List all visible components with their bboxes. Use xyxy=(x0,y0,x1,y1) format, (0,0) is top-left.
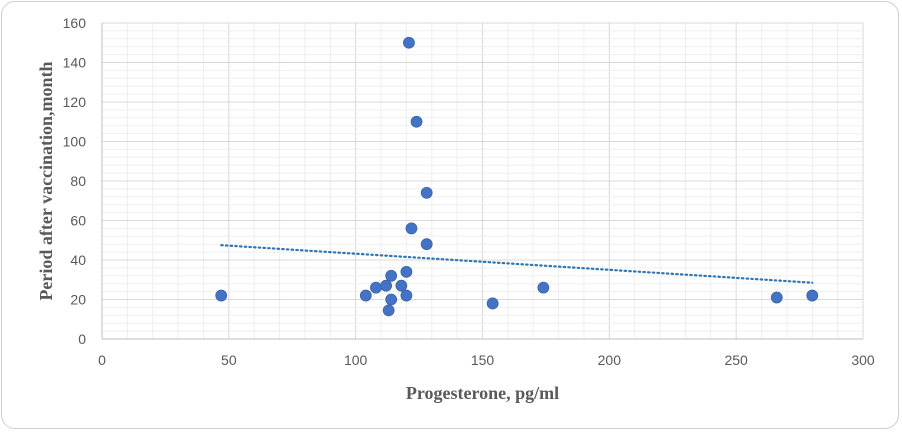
y-tick-label: 100 xyxy=(63,134,87,150)
data-point xyxy=(403,36,415,49)
data-point xyxy=(420,186,433,199)
data-point xyxy=(380,279,393,292)
x-tick-label: 50 xyxy=(221,352,237,368)
data-point xyxy=(420,238,433,251)
y-tick-label: 0 xyxy=(78,331,86,347)
data-point xyxy=(486,297,499,310)
y-axis-title: Period after vaccination,month xyxy=(36,61,56,300)
trendline xyxy=(220,244,814,284)
y-tick-label: 120 xyxy=(63,94,87,110)
data-point xyxy=(806,289,819,302)
data-point xyxy=(385,293,398,306)
y-tick-label: 60 xyxy=(70,213,86,229)
data-point xyxy=(400,289,413,302)
x-tick-label: 250 xyxy=(724,352,748,368)
x-tick-label: 100 xyxy=(344,352,368,368)
tick-labels: 0 50 100 150 200 250 300 0 20 40 60 80 100 120 140 160 xyxy=(63,15,875,368)
x-tick-label: 200 xyxy=(598,352,622,368)
x-tick-label: 150 xyxy=(471,352,495,368)
data-point xyxy=(395,279,408,292)
data-point xyxy=(770,291,783,304)
axes xyxy=(101,23,863,340)
y-tick-label: 140 xyxy=(63,55,87,71)
y-tick-label: 20 xyxy=(70,292,86,308)
data-point xyxy=(405,222,418,235)
data-point xyxy=(359,289,372,302)
data-point xyxy=(385,269,398,282)
x-tick-label: 300 xyxy=(851,352,875,368)
data-point xyxy=(400,265,413,278)
y-tick-label: 80 xyxy=(70,173,86,189)
data-point xyxy=(370,281,382,294)
grid-lines xyxy=(101,22,864,340)
data-points xyxy=(215,36,819,317)
y-tick-label: 40 xyxy=(70,252,86,268)
data-point xyxy=(382,304,395,317)
data-point xyxy=(215,289,228,302)
data-point xyxy=(410,115,423,128)
trendline-layer xyxy=(220,244,814,284)
y-tick-label: 160 xyxy=(63,15,87,31)
x-axis-title: Progesterone, pg/ml xyxy=(406,383,559,403)
x-tick-label: 0 xyxy=(98,352,106,368)
data-point xyxy=(537,281,550,294)
